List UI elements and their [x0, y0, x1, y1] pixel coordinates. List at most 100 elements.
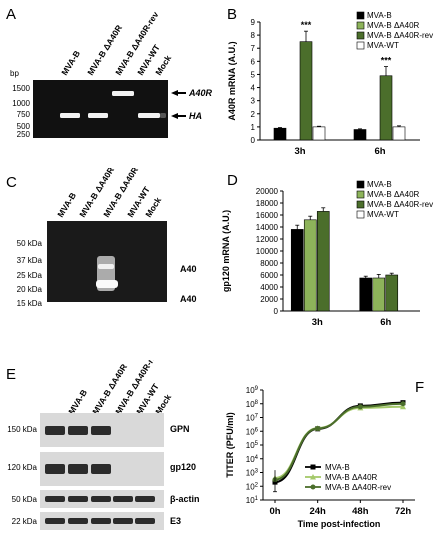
y-tick-label: 0 [251, 136, 256, 145]
y-tick-label: 10000 [256, 247, 279, 256]
blot-band [135, 496, 155, 502]
y-tick-label: 4000 [260, 283, 278, 292]
x-category-label: 3h [312, 317, 323, 328]
gel-band-label: HA [189, 111, 202, 121]
blot-marker-label: 25 kDa [17, 271, 43, 280]
legend-swatch [356, 31, 365, 40]
blot-band [45, 426, 65, 435]
gel-marker-label: 750 [17, 110, 31, 119]
gel-band-ha [160, 113, 166, 118]
blot-band-a40-low [96, 280, 118, 288]
y-tick-label: 104 [246, 455, 259, 464]
gel-band-label: A40R [188, 88, 213, 98]
legend-swatch [356, 190, 365, 199]
x-category-label: 6h [380, 317, 391, 328]
y-tick-label: 2000 [260, 295, 278, 304]
y-axis-label: A40R mRNA (A.U.) [227, 41, 237, 120]
arrow-icon [171, 113, 186, 119]
legend-label: MVA-B [367, 180, 392, 189]
y-tick-label: 103 [246, 469, 259, 478]
lane-label: MVA-B [59, 49, 82, 77]
panel-f: F 101 102 103 104 105 106 107 108 109 0h 24h 48h 72h… [225, 379, 424, 529]
y-tick-label: 5 [251, 70, 256, 79]
gel-band-a40r [112, 91, 134, 96]
y-tick-label: 101 [246, 496, 259, 505]
bar [273, 127, 287, 141]
lane-label: MVA-B [55, 191, 78, 219]
data-point [357, 404, 363, 410]
series-line [274, 402, 404, 481]
panel-letter-d: D [227, 172, 238, 189]
blot-protein-label: gp120 [170, 462, 196, 472]
x-tick-label: 48h [352, 506, 369, 517]
data-point [400, 401, 406, 407]
blot-marker-label: 22 kDa [12, 517, 38, 526]
blot-band [45, 518, 65, 524]
legend-swatch [356, 180, 365, 189]
y-tick-label: 18000 [256, 199, 279, 208]
legend-label: MVA-B ΔA40R [367, 190, 420, 199]
legend-label: MVA-WT [367, 41, 399, 50]
blot-band [68, 496, 88, 502]
x-tick-label: 72h [395, 506, 412, 517]
x-axis-label: Time post-infection [298, 519, 381, 529]
significance-label: *** [381, 56, 392, 66]
arrow-icon [171, 90, 186, 96]
legend-swatch [356, 200, 365, 209]
legend-label: MVA-WT [367, 210, 399, 219]
gel-marker-label: 250 [17, 130, 31, 139]
legend-label: MVA-B ΔA40R-rev [325, 483, 391, 492]
y-tick-label: 102 [246, 482, 259, 491]
bar [372, 277, 386, 312]
y-tick-label: 0 [274, 307, 279, 316]
blot-marker-label: 50 kDa [17, 239, 43, 248]
y-tick-label: 7 [251, 44, 256, 53]
bar [303, 219, 317, 312]
blot-marker-label: 150 kDa [7, 425, 37, 434]
gel-marker-label: 500 [17, 122, 31, 131]
y-tick-label: 4 [251, 84, 256, 93]
blot-band [135, 518, 155, 524]
blot-marker-label: 120 kDa [7, 463, 37, 472]
blot-band [91, 496, 111, 502]
blot-marker-label: 37 kDa [17, 256, 43, 265]
bar [290, 229, 304, 312]
legend-label: MVA-B ΔA40R-rev [367, 200, 433, 209]
y-tick-label: 2 [251, 110, 256, 119]
y-axis-label: TITER (PFU/ml) [225, 412, 235, 478]
y-tick-label: 105 [246, 441, 259, 450]
blot-protein-label: GPN [170, 424, 190, 434]
gel-unit-label: bp [10, 69, 19, 78]
blot-band [68, 426, 88, 435]
blot-marker-label: 20 kDa [17, 285, 43, 294]
blot-band [113, 518, 133, 524]
y-tick-label: 6 [251, 57, 256, 66]
y-tick-label: 107 [246, 414, 259, 423]
bar [392, 126, 406, 141]
bar [385, 274, 399, 312]
panel-letter-f: F [415, 379, 424, 396]
blot-band-label: A40 [180, 264, 197, 274]
blot-band [45, 496, 65, 502]
bar [353, 129, 367, 141]
y-tick-label: 6000 [260, 271, 278, 280]
bar [299, 41, 313, 141]
y-tick-label: 8 [251, 31, 256, 40]
gel-band-ha [60, 113, 80, 118]
legend-label: MVA-B ΔA40R-rev [367, 31, 433, 40]
legend-label: MVA-B [325, 463, 350, 472]
blot-marker-label: 15 kDa [17, 299, 43, 308]
lane-label: MVA-B [66, 388, 89, 416]
x-tick-label: 24h [309, 506, 326, 517]
blot-band [68, 464, 88, 474]
x-category-label: 6h [374, 146, 385, 157]
gel-band-ha [88, 113, 108, 118]
legend-swatch [356, 210, 365, 219]
data-point [315, 425, 321, 431]
significance-label: *** [301, 20, 312, 30]
x-tick-label: 0h [269, 506, 280, 517]
bar [312, 126, 326, 141]
gel-band-ha [138, 113, 160, 118]
